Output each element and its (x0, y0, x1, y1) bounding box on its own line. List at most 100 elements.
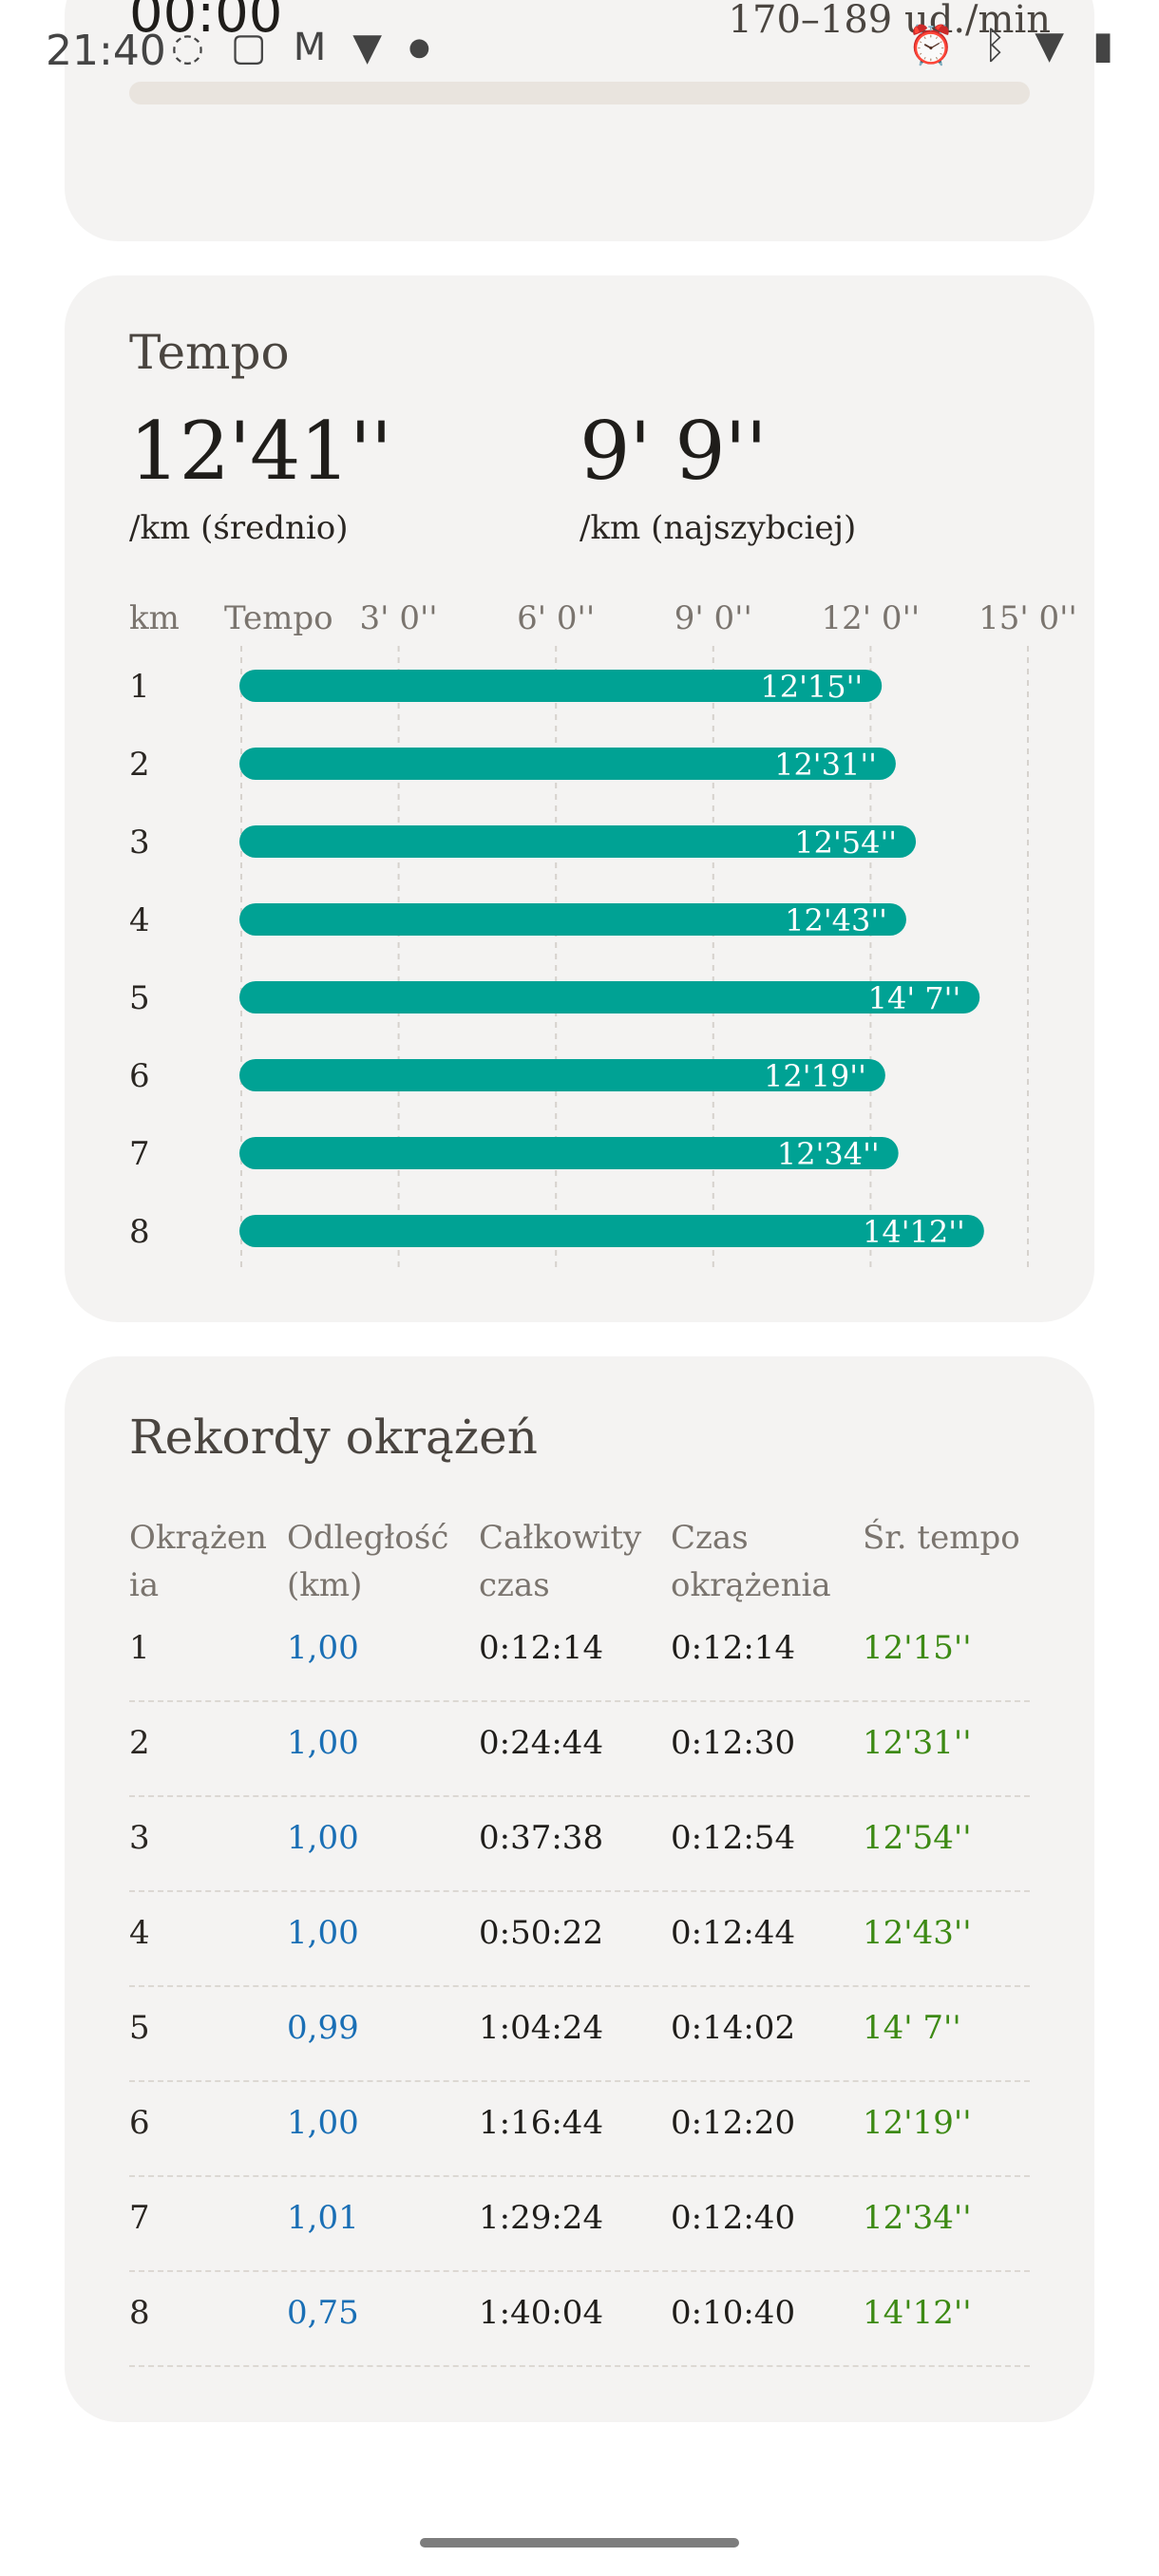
tempo-title: Tempo (129, 325, 290, 380)
header-laptime-line2: okrążenia (671, 1566, 831, 1604)
lap-number: 6 (129, 2104, 150, 2142)
heart-rate-time: 00:00 (129, 0, 283, 45)
pace-bar (239, 1059, 885, 1091)
heart-rate-range: 170–189 ud./min (728, 0, 1051, 42)
lap-time: 0:10:40 (671, 2294, 796, 2332)
lap-avg-pace: 14'12'' (863, 2294, 972, 2332)
row-km-label: 4 (129, 901, 150, 939)
fastest-pace-label: /km (najszybciej) (580, 509, 857, 547)
header-distance-line2: (km) (287, 1566, 363, 1604)
lap-total-time: 0:12:14 (479, 1629, 604, 1667)
header-laptime-line1: Czas (671, 1519, 749, 1557)
lap-number: 7 (129, 2199, 150, 2237)
column-km-label: km (129, 599, 180, 637)
lap-avg-pace: 12'31'' (863, 1724, 972, 1762)
tempo-card: Tempo 12'41'' /km (średnio) 9' 9'' /km (… (65, 275, 1094, 1322)
bar-value-label: 12'19'' (764, 1058, 866, 1094)
lap-records-title: Rekordy okrążeń (129, 1410, 538, 1465)
pace-bar (239, 903, 906, 936)
lap-avg-pace: 12'15'' (863, 1629, 972, 1667)
lap-number: 2 (129, 1724, 150, 1762)
lap-distance: 1,00 (287, 1724, 359, 1762)
pace-bar (239, 981, 980, 1013)
row-km-label: 5 (129, 979, 150, 1017)
x-tick-label: 3' 0'' (360, 599, 438, 637)
lap-number: 4 (129, 1914, 150, 1952)
column-tempo-label: Tempo (224, 599, 333, 637)
lap-avg-pace: 14' 7'' (863, 2009, 961, 2047)
lap-avg-pace: 12'54'' (863, 1819, 972, 1857)
pace-bar (239, 1137, 899, 1169)
table-row: 2 1,00 0:24:44 0:12:30 12'31'' (129, 1702, 1030, 1797)
table-row: 3 1,00 0:37:38 0:12:54 12'54'' (129, 1797, 1030, 1892)
header-total-line2: czas (479, 1566, 550, 1604)
lap-total-time: 0:37:38 (479, 1819, 604, 1857)
pace-chart: km Tempo 3' 0'' 6' 0'' 9' 0'' 12' 0'' 15' 0'… (129, 599, 1077, 1269)
pace-bar (239, 825, 917, 858)
lap-time: 0:12:14 (671, 1629, 796, 1667)
table-row: 6 1,00 1:16:44 0:12:20 12'19'' (129, 2082, 1030, 2177)
lap-total-time: 1:40:04 (479, 2294, 604, 2332)
lap-distance: 0,99 (287, 2009, 359, 2047)
lap-avg-pace: 12'19'' (863, 2104, 972, 2142)
header-avg-pace: Śr. tempo (863, 1514, 1020, 1562)
lap-time: 0:12:20 (671, 2104, 796, 2142)
lap-records-card: Rekordy okrążeń Okrążen ia Odległość (km… (65, 1356, 1094, 2422)
fastest-pace-value: 9' 9'' (580, 405, 768, 498)
lap-time: 0:14:02 (671, 2009, 796, 2047)
bar-value-label: 12'43'' (785, 902, 887, 938)
lap-time: 0:12:30 (671, 1724, 796, 1762)
table-row: 4 1,00 0:50:22 0:12:44 12'43'' (129, 1892, 1030, 1987)
lap-total-time: 0:24:44 (479, 1724, 604, 1762)
header-lap: Okrążen ia (129, 1514, 267, 1609)
header-lap-line2: ia (129, 1566, 160, 1604)
lap-distance: 1,01 (287, 2199, 359, 2237)
x-tick-label: 15' 0'' (978, 599, 1077, 637)
lap-number: 8 (129, 2294, 150, 2332)
home-indicator[interactable] (420, 2538, 739, 2548)
row-km-label: 8 (129, 1213, 150, 1251)
bar-value-label: 14'12'' (863, 1214, 965, 1250)
lap-distance: 1,00 (287, 1629, 359, 1667)
header-total-time: Całkowity czas (479, 1514, 641, 1609)
lap-total-time: 1:04:24 (479, 2009, 604, 2047)
lap-avg-pace: 12'34'' (863, 2199, 972, 2237)
x-tick-label: 6' 0'' (517, 599, 595, 637)
header-lap-line1: Okrążen (129, 1519, 267, 1557)
pace-bar (239, 670, 883, 702)
lap-total-time: 0:50:22 (479, 1914, 604, 1952)
x-tick-label: 12' 0'' (822, 599, 921, 637)
lap-number: 3 (129, 1819, 150, 1857)
average-pace-label: /km (średnio) (129, 509, 349, 547)
table-row: 7 1,01 1:29:24 0:12:40 12'34'' (129, 2177, 1030, 2272)
pace-bar (239, 1215, 984, 1247)
header-total-line1: Całkowity (479, 1519, 642, 1557)
lap-distance: 1,00 (287, 2104, 359, 2142)
lap-time: 0:12:54 (671, 1819, 796, 1857)
pace-bar (239, 748, 896, 780)
table-row: 5 0,99 1:04:24 0:14:02 14' 7'' (129, 1987, 1030, 2082)
lap-distance: 1,00 (287, 1914, 359, 1952)
bar-value-label: 12'15'' (760, 669, 863, 705)
lap-total-time: 1:29:24 (479, 2199, 604, 2237)
lap-avg-pace: 12'43'' (863, 1914, 972, 1952)
heart-rate-progress-track (129, 82, 1030, 104)
header-lap-time: Czas okrążenia (671, 1514, 831, 1609)
lap-time: 0:12:44 (671, 1914, 796, 1952)
heart-rate-card: 00:00 170–189 ud./min (65, 0, 1094, 241)
lap-number: 5 (129, 2009, 150, 2047)
lap-distance: 0,75 (287, 2294, 359, 2332)
bar-value-label: 12'31'' (774, 747, 877, 783)
lap-total-time: 1:16:44 (479, 2104, 604, 2142)
bar-value-label: 14' 7'' (868, 980, 961, 1016)
header-pace-line1: Śr. tempo (863, 1519, 1020, 1557)
table-row: 8 0,75 1:40:04 0:10:40 14'12'' (129, 2272, 1030, 2367)
lap-distance: 1,00 (287, 1819, 359, 1857)
row-km-label: 2 (129, 746, 150, 784)
table-row: 1 1,00 0:12:14 0:12:14 12'15'' (129, 1607, 1030, 1702)
average-pace-value: 12'41'' (129, 405, 392, 498)
bar-value-label: 12'34'' (777, 1136, 880, 1172)
battery-icon: ▮ (1092, 24, 1113, 67)
bar-value-label: 12'54'' (794, 824, 897, 861)
header-distance-line1: Odległość (287, 1519, 449, 1557)
